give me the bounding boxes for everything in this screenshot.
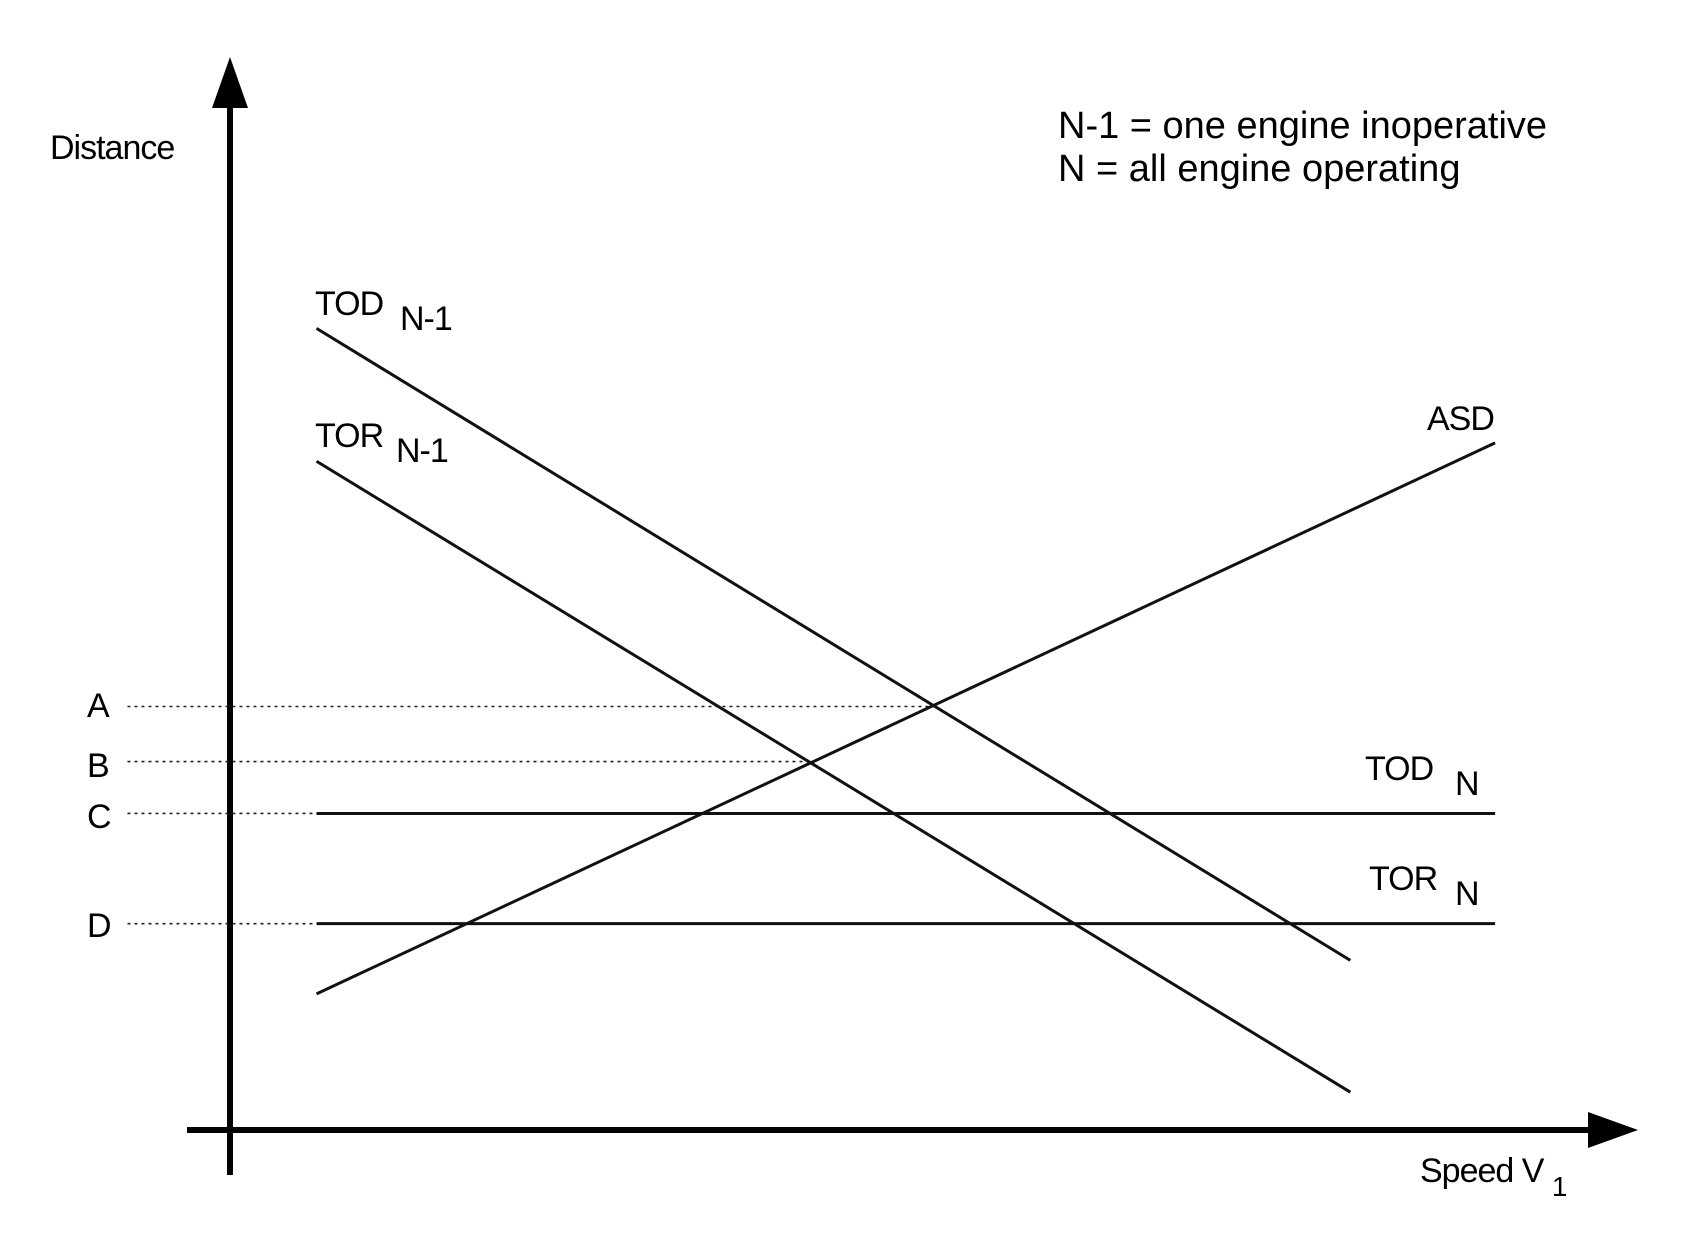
label-tod-n-name: TOD [1365, 750, 1433, 788]
label-tor-n1: TOR N-1 [315, 417, 448, 470]
x-axis-arrow [1588, 1112, 1638, 1148]
x-axis-title-subscript: 1 [1552, 1171, 1567, 1202]
y-axis-arrow [212, 57, 248, 108]
label-tor-n-name: TOR [1369, 860, 1437, 898]
series-line-tor-n1 [315, 460, 1352, 1094]
level-label-a: A [87, 687, 110, 725]
label-tor-n-subscript: N [1455, 875, 1479, 913]
label-asd: ASD [1427, 400, 1494, 438]
label-tor-n1-name: TOR [315, 417, 383, 455]
label-tod-n1-subscript: N-1 [400, 300, 452, 338]
label-tor-n: TOR N [1369, 860, 1479, 913]
level-label-c: C [87, 798, 112, 836]
series-labels: TOD N-1 TOR N-1 ASD TOD N TOR N [315, 285, 1495, 913]
legend-entry-n: N = all engine operating [1058, 148, 1460, 190]
label-tod-n-subscript: N [1455, 765, 1479, 803]
legend: N-1 = one engine inoperative N = all eng… [1058, 105, 1547, 190]
axes [187, 57, 1638, 1175]
legend-entry-n-minus-1: N-1 = one engine inoperative [1058, 105, 1547, 147]
label-tod-n: TOD N [1365, 750, 1479, 803]
series-line-tod-n1 [315, 327, 1352, 962]
x-axis-title-main: Speed V [1420, 1152, 1545, 1190]
series-line-asd [315, 441, 1496, 996]
level-label-b: B [87, 747, 110, 785]
label-tor-n1-subscript: N-1 [396, 432, 448, 470]
level-labels: A B C D [87, 687, 112, 945]
level-label-d: D [87, 907, 112, 945]
y-axis-title: Distance [50, 129, 174, 167]
series-lines [315, 327, 1496, 1094]
label-tod-n1-name: TOD [315, 285, 383, 323]
level-guides [127, 705, 936, 925]
x-axis-title: Speed V 1 [1420, 1152, 1567, 1202]
label-tod-n1: TOD N-1 [315, 285, 452, 338]
